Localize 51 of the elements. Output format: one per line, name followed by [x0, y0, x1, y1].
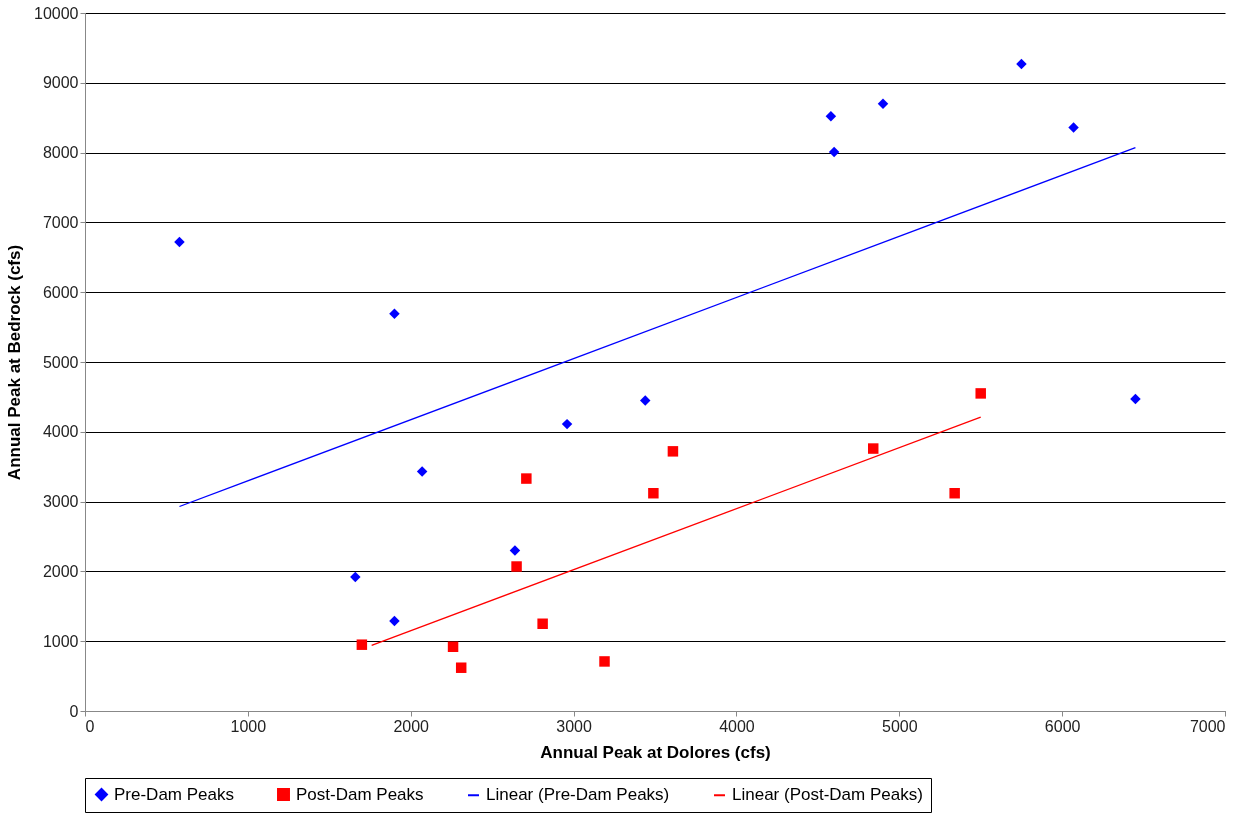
y-tick-label: 4000 — [42, 423, 79, 441]
point — [828, 146, 840, 158]
x-tick-label: 4000 — [719, 717, 755, 735]
point — [975, 388, 986, 399]
point — [599, 656, 610, 667]
y-tick-label: 7000 — [42, 213, 79, 231]
legend-label: Pre-Dam Peaks — [114, 784, 234, 804]
point — [356, 639, 368, 650]
x-tick-label: 2000 — [393, 717, 430, 735]
point — [389, 308, 400, 320]
point — [667, 446, 679, 457]
point — [561, 418, 573, 430]
y-tick-label: 2000 — [42, 562, 79, 580]
point — [639, 395, 651, 406]
y-tick-label: 9000 — [42, 74, 79, 92]
point — [1130, 393, 1141, 405]
point — [174, 236, 185, 248]
y-tick-label: 0 — [69, 702, 79, 720]
y-tick-label: 1000 — [42, 632, 79, 650]
y-tick-label: 8000 — [42, 144, 79, 162]
legend-label: Linear (Post-Dam Peaks) — [732, 785, 923, 805]
point — [867, 443, 879, 454]
point — [350, 571, 361, 583]
x-tick-label: 3000 — [556, 717, 592, 735]
y-tick-label: 5000 — [42, 353, 79, 371]
point — [825, 111, 837, 122]
point — [447, 641, 459, 653]
x-axis-title: Annual Peak at Dolores (cfs) — [540, 742, 771, 762]
point — [389, 615, 400, 627]
point — [1016, 58, 1027, 70]
legend-label: Post-Dam Peaks — [296, 784, 424, 804]
x-tick-label: 0 — [85, 717, 95, 735]
x-tick-label: 7000 — [1189, 717, 1226, 735]
point — [877, 98, 889, 109]
point — [521, 473, 532, 484]
point — [509, 545, 521, 556]
y-tick-label: 3000 — [42, 493, 79, 511]
point — [511, 561, 522, 572]
y-tick-label: 6000 — [42, 283, 79, 301]
point — [537, 618, 548, 629]
x-tick-label: 6000 — [1044, 717, 1081, 735]
point — [1068, 122, 1079, 133]
point — [455, 662, 467, 673]
y-tick-label: 10000 — [34, 4, 79, 22]
x-tick-label: 5000 — [881, 717, 918, 735]
legend-label: Linear (Pre-Dam Peaks) — [486, 785, 670, 805]
x-tick-label: 1000 — [230, 717, 267, 735]
point — [416, 466, 428, 477]
point — [949, 487, 960, 499]
point — [648, 487, 659, 499]
y-axis-title: Annual Peak at Bedrock (cfs) — [5, 244, 25, 481]
